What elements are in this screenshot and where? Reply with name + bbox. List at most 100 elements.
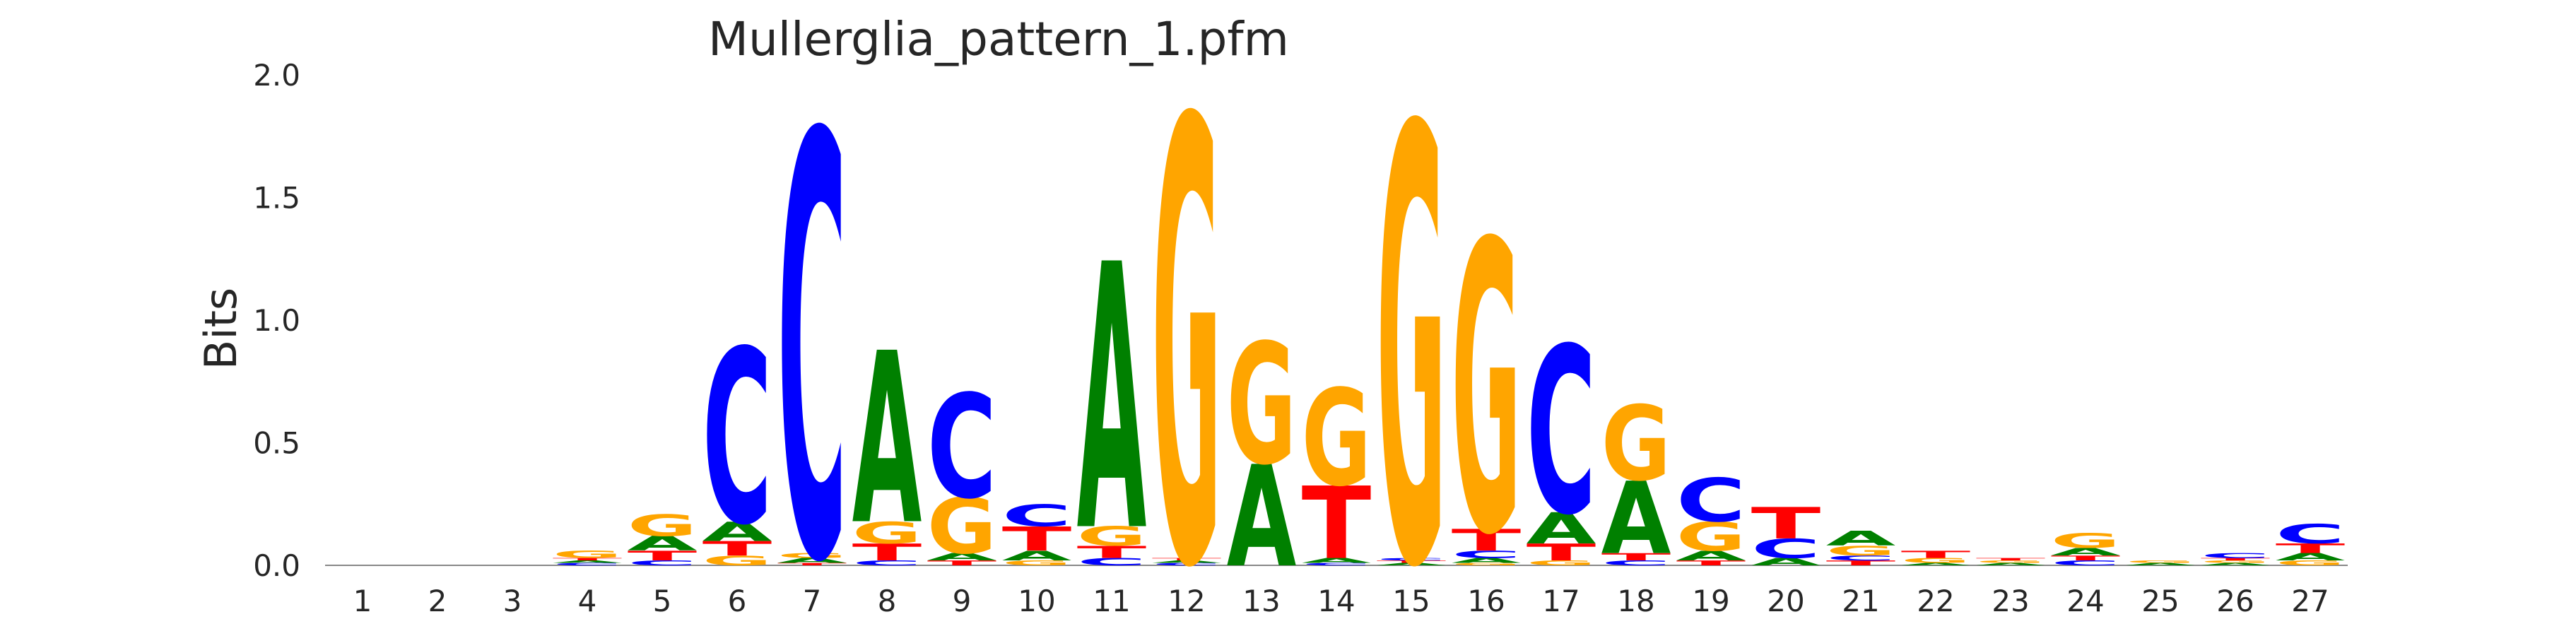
x-tick-label: 7 <box>803 584 822 618</box>
logo-letter-T: T <box>553 558 623 561</box>
logo-letter-C: C <box>1377 558 1447 561</box>
logo-letter-T: T <box>1377 560 1447 563</box>
logo-letter-G: G <box>852 516 922 550</box>
x-tick-label: 19 <box>1692 584 1729 618</box>
logo-letter-C: C <box>553 563 623 566</box>
logo-letter-G: G <box>2051 530 2121 553</box>
logo-letter-A: A <box>1601 461 1671 577</box>
letter-stack: AG <box>1227 309 1297 599</box>
logo-letter-C: C <box>1452 548 1522 560</box>
logo-letter-G: G <box>777 552 847 560</box>
logo-letter-A: A <box>702 517 772 548</box>
letter-stack: AGT <box>1976 558 2046 566</box>
logo-letter-A: A <box>1377 563 1447 566</box>
logo-letter-T: T <box>628 548 698 564</box>
logo-letter-T: T <box>1152 558 1222 561</box>
x-tick-label: 10 <box>1018 584 1055 618</box>
letter-stack: AG <box>2126 560 2196 566</box>
x-tick-label: 3 <box>503 584 522 618</box>
logo-letter-G: G <box>1527 559 1596 567</box>
logo-letter-C: C <box>1527 300 1596 566</box>
logo-letter-C: C <box>1826 554 1896 562</box>
logo-letter-C: C <box>628 559 698 567</box>
logo-letter-G: G <box>2201 560 2271 563</box>
logo-letter-A: A <box>1826 527 1896 550</box>
logo-letter-C: C <box>1152 563 1222 566</box>
logo-letter-A: A <box>852 304 922 577</box>
x-tick-label: 4 <box>578 584 597 618</box>
logo-letter-A: A <box>1302 557 1372 565</box>
logo-letter-A: A <box>2201 563 2271 566</box>
x-tick-label: 16 <box>1467 584 1505 618</box>
x-tick-label: 14 <box>1317 584 1355 618</box>
x-tick-label: 18 <box>1617 584 1654 618</box>
logo-letter-G: G <box>1601 384 1671 504</box>
logo-letter-A: A <box>1527 503 1596 553</box>
logo-letter-T: T <box>1077 543 1147 562</box>
logo-letter-C: C <box>1751 534 1821 565</box>
logo-letter-G: G <box>1452 563 1522 566</box>
logo-letter-G: G <box>927 482 997 571</box>
logo-letter-C: C <box>777 15 847 636</box>
letter-stack: AGT <box>1901 549 1971 566</box>
x-tick-label: 13 <box>1242 584 1280 618</box>
logo-letter-G: G <box>553 549 623 560</box>
logo-letter-A: A <box>628 532 698 555</box>
x-tick-label: 20 <box>1767 584 1804 618</box>
x-tick-label: 2 <box>428 584 447 618</box>
logo-letter-T: T <box>2051 554 2121 562</box>
x-tick-label: 11 <box>1093 584 1130 618</box>
logo-letter-A: A <box>553 560 623 563</box>
logo-letter-T: T <box>2276 541 2346 556</box>
logo-letter-T: T <box>852 539 922 566</box>
logo-letter-G: G <box>1452 159 1522 623</box>
logo-letter-G: G <box>1976 560 2046 563</box>
y-axis-ticks: 0.0 0.5 1.0 1.5 2.0 <box>253 58 300 583</box>
logo-letter-T: T <box>1751 499 1821 549</box>
x-axis-ticks: 1 2 3 4 5 6 7 8 9 10 11 12 13 14 15 16 17 18 19 20 21 22 23 24 2… <box>353 584 2329 618</box>
logo-letter-C: C <box>1676 466 1746 536</box>
logo-letter-G: G <box>1901 557 1971 565</box>
y-tick-label: 0.0 <box>253 548 300 583</box>
logo-letter-T: T <box>1901 549 1971 560</box>
logo-letter-A: A <box>1452 557 1522 565</box>
logo-letter-T: T <box>777 563 847 566</box>
logo-letter-G: G <box>628 508 698 543</box>
logo-letter-T: T <box>2201 558 2271 561</box>
y-tick-label: 1.5 <box>253 181 300 216</box>
logo-letter-A: A <box>1077 187 1147 612</box>
logo-letter-A: A <box>1751 556 1821 567</box>
logo-letter-G: G <box>702 553 772 569</box>
logo-letter-C: C <box>2201 552 2271 560</box>
x-tick-label: 8 <box>878 584 897 618</box>
logo-letter-T: T <box>1676 559 1746 567</box>
logo-letter-C: C <box>927 365 997 531</box>
x-tick-label: 15 <box>1392 584 1430 618</box>
y-tick-label: 1.0 <box>253 303 300 338</box>
logo-letter-C: C <box>852 559 922 567</box>
logo-letter-A: A <box>1227 437 1297 599</box>
logo-letter-T: T <box>1527 539 1596 566</box>
x-tick-label: 24 <box>2066 584 2104 618</box>
logo-letter-T: T <box>927 559 997 567</box>
logo-letter-T: T <box>1302 466 1372 582</box>
logo-letter-T: T <box>1826 559 1896 567</box>
x-tick-label: 6 <box>728 584 747 618</box>
logo-letter-C: C <box>1601 559 1671 567</box>
logo-letter-C: C <box>2051 559 2121 567</box>
logo-letter-A: A <box>2126 563 2196 566</box>
x-tick-label: 21 <box>1842 584 1879 618</box>
y-tick-label: 2.0 <box>253 58 300 93</box>
